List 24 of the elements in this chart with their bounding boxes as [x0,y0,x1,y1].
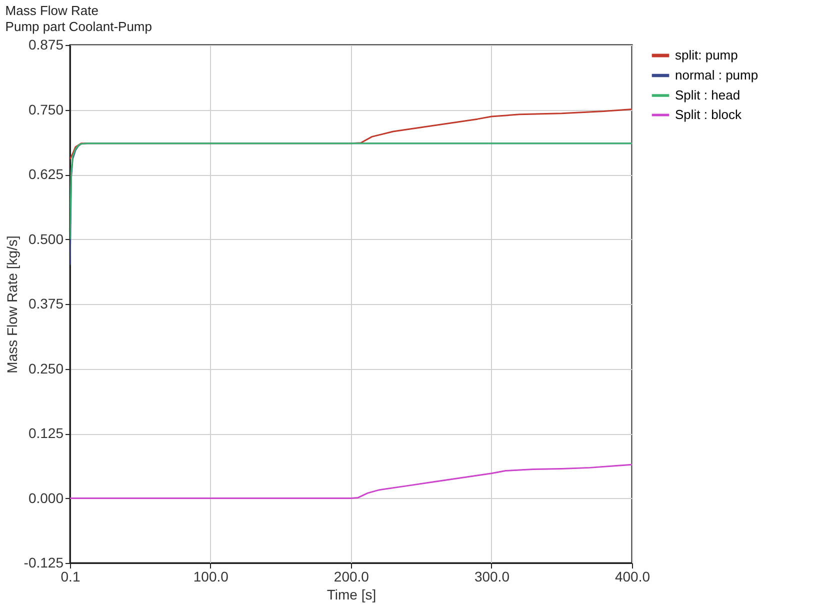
x-tick-label: 400.0 [614,568,650,584]
y-tick-label: 0.000 [28,490,64,506]
legend-label: normal : pump [675,68,758,82]
y-tick-label: 0.125 [28,425,64,441]
chart-subtitle: Pump part Coolant-Pump [5,19,152,34]
y-tick-label: 0.625 [28,166,64,182]
y-tick-label: 0.250 [28,360,64,376]
legend-label: Split : block [675,107,742,122]
legend-label: split: pump [675,48,738,62]
x-tick-label: 100.0 [193,568,229,584]
y-tick-label: 0.750 [28,101,64,118]
legend-label: Split : head [675,88,740,102]
y-axis-title: Mass Flow Rate [kg/s] [4,236,20,374]
chart-title: Mass Flow Rate [5,3,99,18]
x-axis-title: Time [s] [326,586,376,602]
line-series [70,142,632,240]
y-tick-label: 0.875 [28,36,64,52]
x-tick-label: 300.0 [474,568,510,584]
y-tick-label: 0.375 [28,296,64,312]
x-tick-label: 200.0 [334,568,370,584]
y-tick-label: -0.125 [24,554,64,570]
x-tick-label: 0.1 [60,568,80,584]
y-tick-label: 0.500 [28,230,64,247]
line-series [70,464,632,499]
